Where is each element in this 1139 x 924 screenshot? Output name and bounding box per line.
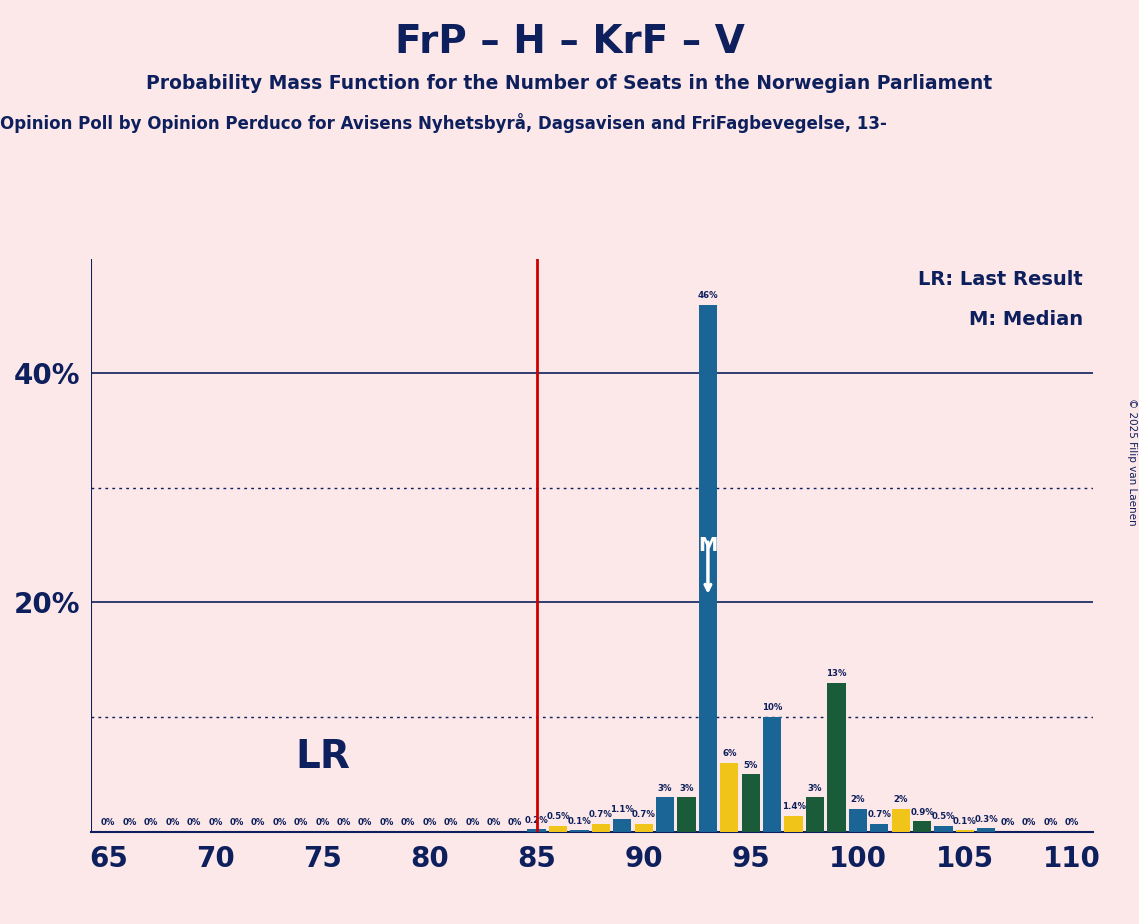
Text: 0.5%: 0.5% (547, 812, 570, 821)
Text: 0%: 0% (123, 818, 137, 827)
Text: 46%: 46% (697, 291, 719, 300)
Text: 0%: 0% (1065, 818, 1080, 827)
Text: 0.9%: 0.9% (910, 808, 934, 817)
Bar (956, 831, 974, 832)
Text: FrP – H – KrF – V: FrP – H – KrF – V (394, 23, 745, 61)
Text: 0.7%: 0.7% (589, 810, 613, 819)
Text: 6%: 6% (722, 749, 737, 759)
Text: Probability Mass Function for the Number of Seats in the Norwegian Parliament: Probability Mass Function for the Number… (147, 74, 992, 93)
Bar (892, 808, 910, 832)
Text: 3%: 3% (658, 784, 672, 793)
Bar (785, 816, 803, 832)
Bar (827, 683, 845, 832)
Bar (741, 774, 760, 832)
Text: M: M (698, 536, 718, 554)
Text: LR: LR (295, 738, 350, 776)
Text: 0%: 0% (465, 818, 480, 827)
Text: 0%: 0% (101, 818, 115, 827)
Text: 0.2%: 0.2% (525, 816, 549, 825)
Text: 10%: 10% (762, 703, 782, 712)
Text: 0.7%: 0.7% (867, 810, 891, 819)
Bar (549, 826, 567, 832)
Text: 0%: 0% (423, 818, 436, 827)
Text: 0%: 0% (486, 818, 501, 827)
Text: 0%: 0% (165, 818, 180, 827)
Text: 0%: 0% (337, 818, 351, 827)
Text: 0%: 0% (1000, 818, 1015, 827)
Text: 0%: 0% (508, 818, 523, 827)
Text: 1.1%: 1.1% (611, 806, 634, 814)
Text: Opinion Poll by Opinion Perduco for Avisens Nyhetsbyrå, Dagsavisen and FriFagbev: Opinion Poll by Opinion Perduco for Avis… (0, 113, 887, 133)
Bar (699, 305, 718, 832)
Text: 0%: 0% (1043, 818, 1058, 827)
Text: 3%: 3% (679, 784, 694, 793)
Text: 0%: 0% (208, 818, 222, 827)
Text: 0%: 0% (144, 818, 158, 827)
Text: M: Median: M: Median (968, 310, 1083, 329)
Bar (571, 831, 589, 832)
Bar (763, 717, 781, 832)
Bar (934, 826, 952, 832)
Text: 0%: 0% (251, 818, 265, 827)
Text: 2%: 2% (851, 795, 866, 804)
Text: 13%: 13% (826, 669, 846, 678)
Text: 0%: 0% (316, 818, 329, 827)
Text: 0%: 0% (187, 818, 202, 827)
Text: © 2025 Filip van Laenen: © 2025 Filip van Laenen (1126, 398, 1137, 526)
Text: 3%: 3% (808, 784, 822, 793)
Text: 0%: 0% (294, 818, 309, 827)
Text: 0%: 0% (401, 818, 416, 827)
Bar (613, 819, 631, 832)
Bar (913, 821, 932, 832)
Text: 2%: 2% (893, 795, 908, 804)
Bar (592, 823, 611, 832)
Bar (977, 828, 995, 832)
Text: LR: Last Result: LR: Last Result (918, 270, 1083, 289)
Bar (527, 830, 546, 832)
Text: 1.4%: 1.4% (781, 802, 805, 811)
Text: 0%: 0% (444, 818, 458, 827)
Bar (634, 823, 653, 832)
Text: 0.5%: 0.5% (932, 812, 956, 821)
Text: 0%: 0% (230, 818, 244, 827)
Text: 0%: 0% (1022, 818, 1036, 827)
Text: 0.1%: 0.1% (953, 817, 977, 826)
Text: 5%: 5% (744, 760, 757, 770)
Text: 0.1%: 0.1% (567, 817, 591, 826)
Bar (849, 808, 867, 832)
Bar (870, 823, 888, 832)
Bar (678, 797, 696, 832)
Text: 0.3%: 0.3% (975, 815, 998, 823)
Bar (806, 797, 825, 832)
Bar (656, 797, 674, 832)
Bar (720, 763, 738, 832)
Text: 0%: 0% (379, 818, 394, 827)
Text: 0%: 0% (358, 818, 372, 827)
Text: 0.7%: 0.7% (632, 810, 656, 819)
Text: 0%: 0% (272, 818, 287, 827)
